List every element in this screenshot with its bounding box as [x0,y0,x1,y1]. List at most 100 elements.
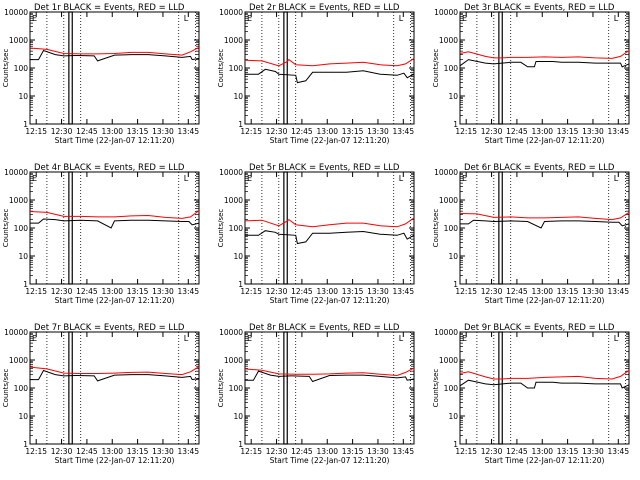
y-tick-label: 1 [23,280,28,289]
corner-letter-e: E [32,174,37,183]
x-tick-label: 13:30 [582,127,604,136]
y-axis-label: Counts/sec [2,49,10,88]
y-tick-label: 10 [18,252,28,261]
corner-letter-e: E [247,334,252,343]
series-line-events [245,230,415,245]
series-line-events [30,369,200,382]
x-tick-label: 12:30 [51,287,73,296]
y-axis-label: Counts/sec [2,369,10,408]
panel-title: Det 3r BLACK = Events, RED = LLD [464,3,615,13]
series-line-lld [459,50,630,59]
y-tick-label: 1 [453,440,458,449]
panel-title: Det 9r BLACK = Events, RED = LLD [464,323,615,333]
series-line-lld [29,46,200,56]
detector-panel-7: Det 7r BLACK = Events, RED = LLD 1 10 100 10… [2,323,200,465]
y-tick-label: 10000 [219,328,243,337]
x-tick-label: 13:45 [177,127,199,136]
series-line-lld [29,366,200,376]
x-tick-label: 13:00 [531,447,553,456]
y-tick-label: 1000 [9,356,28,365]
y-tick-label: 10 [233,92,243,101]
y-axis-label: Counts/sec [217,209,225,248]
y-tick-label: 1 [453,120,458,129]
x-tick-label: 12:15 [240,447,262,456]
panel-title: Det 7r BLACK = Events, RED = LLD [34,323,185,333]
x-tick-label: 12:45 [506,287,528,296]
x-tick-label: 12:45 [506,127,528,136]
panel-title: Det 8r BLACK = Events, RED = LLD [249,323,400,333]
panel-title: Det 5r BLACK = Events, RED = LLD [249,163,400,173]
x-tick-label: 13:00 [316,127,338,136]
x-tick-label: 13:30 [152,287,174,296]
x-tick-label: 13:45 [392,287,414,296]
x-tick-label: 12:30 [51,447,73,456]
x-tick-label: 12:15 [455,447,477,456]
x-tick-label: 13:00 [531,127,553,136]
corner-letter-e: E [247,174,252,183]
x-tick-label: 12:45 [506,447,528,456]
x-tick-label: 12:15 [455,287,477,296]
corner-letter-e: E [462,174,467,183]
y-axis-label: Counts/sec [217,369,225,408]
x-tick-label: 13:30 [152,447,174,456]
x-tick-label: 13:30 [582,287,604,296]
x-tick-label: 12:45 [76,287,98,296]
x-tick-label: 13:15 [557,447,579,456]
y-tick-label: 100 [14,384,29,393]
x-axis-label: Start Time (22-Jan-07 12:11:20) [485,296,605,305]
y-tick-label: 100 [444,224,459,233]
panel-title: Det 4r BLACK = Events, RED = LLD [34,163,185,173]
x-axis-label: Start Time (22-Jan-07 12:11:20) [485,136,605,145]
series-line-lld [244,367,415,377]
x-tick-label: 12:45 [291,127,313,136]
x-tick-label: 12:15 [455,127,477,136]
y-tick-label: 1000 [224,356,243,365]
corner-letter-l: L [184,14,189,23]
x-tick-label: 13:45 [607,287,629,296]
y-tick-label: 10000 [434,328,458,337]
x-tick-label: 13:30 [367,447,389,456]
x-tick-label: 12:30 [481,127,503,136]
x-axis-label: Start Time (22-Jan-07 12:11:20) [55,136,175,145]
series-line-events [459,59,630,68]
x-axis-label: Start Time (22-Jan-07 12:11:20) [270,136,390,145]
panel-title: Det 2r BLACK = Events, RED = LLD [249,3,400,13]
y-tick-label: 10000 [219,168,243,177]
interval-box [283,11,288,125]
x-tick-label: 13:15 [342,447,364,456]
x-tick-label: 12:30 [51,127,73,136]
x-tick-label: 13:15 [127,447,149,456]
interval-box [68,171,73,285]
series-line-events [459,379,630,389]
y-tick-label: 100 [14,64,29,73]
y-tick-label: 100 [229,224,244,233]
x-tick-label: 13:00 [101,127,123,136]
y-tick-label: 10 [233,412,243,421]
y-tick-label: 10 [448,412,458,421]
y-tick-label: 10 [18,92,28,101]
y-tick-label: 1 [238,120,243,129]
x-axis-label: Start Time (22-Jan-07 12:11:20) [270,296,390,305]
corner-letter-l: L [399,334,404,343]
y-tick-label: 100 [444,384,459,393]
x-tick-label: 13:45 [392,127,414,136]
y-tick-label: 1 [23,440,28,449]
series-line-events [245,68,415,84]
x-tick-label: 12:15 [25,127,47,136]
x-tick-label: 13:00 [531,287,553,296]
y-tick-label: 1000 [224,196,243,205]
x-tick-label: 13:00 [316,287,338,296]
x-tick-label: 13:45 [607,447,629,456]
series-line-lld [244,57,415,67]
y-tick-label: 1 [238,440,243,449]
x-tick-label: 13:45 [607,127,629,136]
corner-letter-l: L [399,14,404,23]
detector-panel-1: Det 1r BLACK = Events, RED = LLD 1 10 100 10… [2,3,200,145]
corner-letter-l: L [399,174,404,183]
x-tick-label: 13:30 [582,447,604,456]
x-tick-label: 12:30 [266,447,288,456]
x-tick-label: 13:15 [342,127,364,136]
interval-box [68,331,73,445]
series-line-lld [459,369,630,380]
